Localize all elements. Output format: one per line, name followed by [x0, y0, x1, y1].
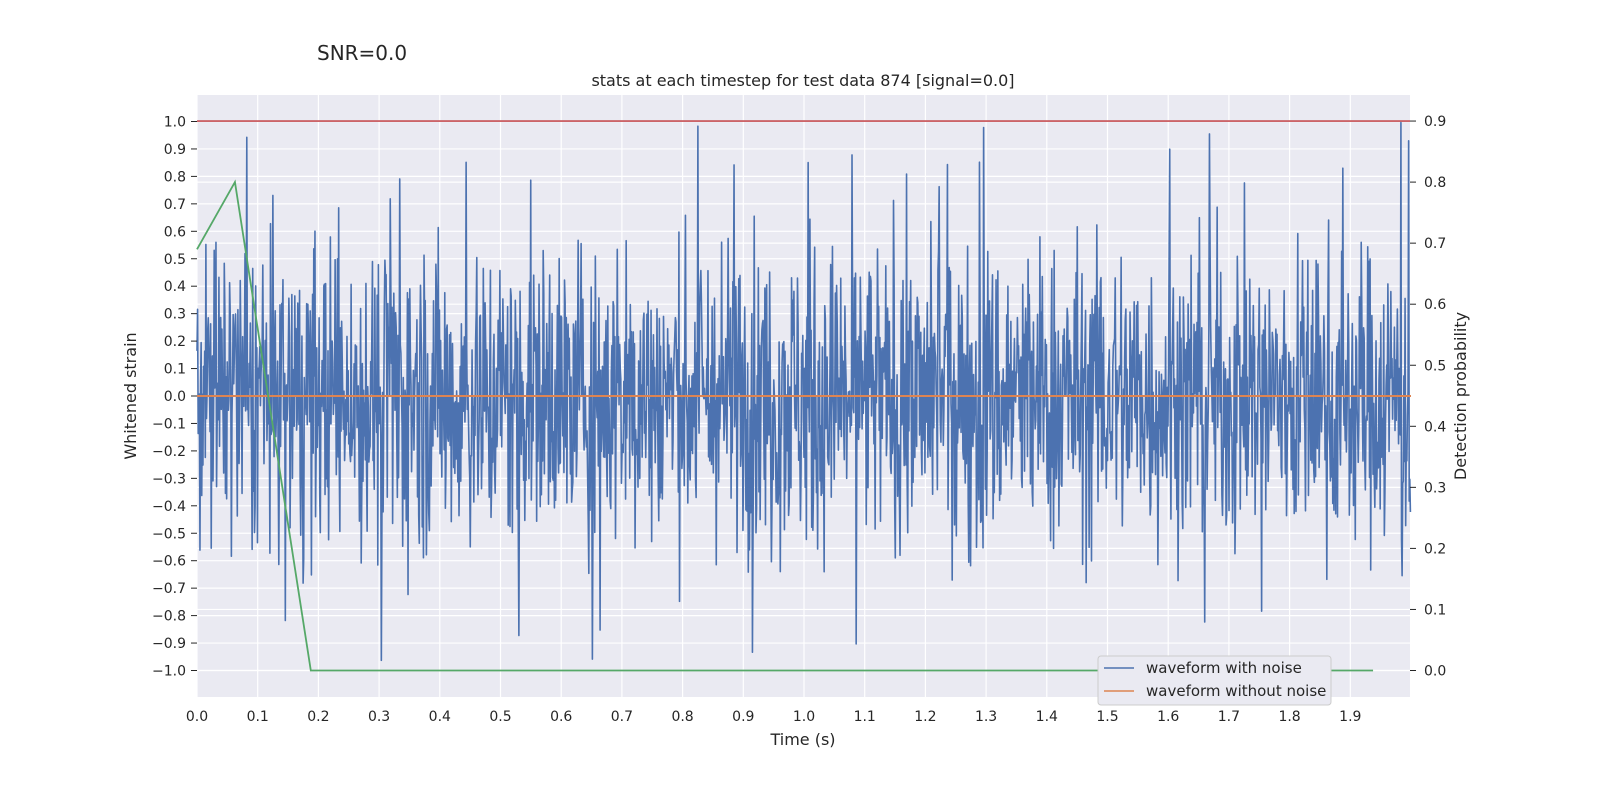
y-tick-label: −0.1 [152, 416, 186, 432]
suptitle: SNR=0.0 [317, 41, 407, 65]
legend-label-noise: waveform with noise [1146, 659, 1302, 677]
series-line-waveform-with-noise [196, 121, 1412, 662]
x-tick-label: 0.2 [307, 709, 329, 725]
y-tick-label: 0.9 [164, 142, 186, 158]
x-tick-label: 0.7 [611, 709, 633, 725]
y2-tick-label: 0.5 [1424, 358, 1446, 374]
x-tick-label: 1.5 [1096, 709, 1118, 725]
y2-tick-label: 0.6 [1424, 297, 1446, 313]
x-tick-label: 0.6 [550, 709, 572, 725]
y2-tick-label: 0.2 [1424, 541, 1446, 557]
x-tick-label: 1.3 [975, 709, 997, 725]
y-axis-label: Whitened strain [121, 332, 140, 459]
y-tick-label: −0.2 [152, 444, 186, 460]
x-tick-label: 1.7 [1218, 709, 1240, 725]
x-tick-label: 1.1 [854, 709, 876, 725]
y-tick-label: 0.2 [164, 334, 186, 350]
y-tick-label: 0.4 [164, 279, 186, 295]
y-tick-label: −0.7 [152, 581, 186, 597]
legend-label-clean: waveform without noise [1146, 682, 1326, 700]
x-tick-label: 0.8 [671, 709, 693, 725]
x-tick-label: 0.5 [489, 709, 511, 725]
x-tick-label: 1.2 [914, 709, 936, 725]
x-tick-label: 1.4 [1036, 709, 1058, 725]
x-tick-label: 0.3 [368, 709, 390, 725]
y-tick-label: 0.3 [164, 307, 186, 323]
y2-tick-label: 0.9 [1424, 114, 1446, 130]
y-tick-label: 0.6 [164, 224, 186, 240]
y2-tick-label: 0.4 [1424, 419, 1446, 435]
y-tick-label: −0.8 [152, 609, 186, 625]
y-tick-label: −0.3 [152, 471, 186, 487]
y-tick-label: 0.0 [164, 389, 186, 405]
y-tick-label: −1.0 [152, 664, 186, 680]
y-tick-label: 0.7 [164, 197, 186, 213]
y2-tick-label: 0.7 [1424, 236, 1446, 252]
x-tick-label: 0.0 [186, 709, 208, 725]
y2-tick-label: 0.8 [1424, 175, 1446, 191]
y-tick-label: 0.1 [164, 362, 186, 378]
x-axis-label: Time (s) [769, 730, 835, 749]
x-tick-label: 0.4 [429, 709, 451, 725]
x-tick-label: 0.9 [732, 709, 754, 725]
x-tick-label: 1.6 [1157, 709, 1179, 725]
y-tick-label: 0.5 [164, 252, 186, 268]
y2-tick-label: 0.0 [1424, 664, 1446, 680]
y2-axis-label: Detection probability [1451, 312, 1470, 480]
y2-tick-label: 0.3 [1424, 480, 1446, 496]
x-tick-label: 0.1 [247, 709, 269, 725]
x-tick-label: 1.0 [793, 709, 815, 725]
series-line-detection-probability [196, 179, 1374, 672]
x-tick-label: 1.9 [1339, 709, 1361, 725]
chart-title: stats at each timestep for test data 874… [591, 71, 1014, 90]
legend: waveform with noise waveform without noi… [1097, 655, 1332, 706]
y-tick-label: −0.4 [152, 499, 186, 515]
y-tick-label: −0.9 [152, 636, 186, 652]
y-tick-label: −0.6 [152, 554, 186, 570]
y-tick-label: 1.0 [164, 115, 186, 131]
x-tick-label: 1.8 [1278, 709, 1300, 725]
y2-tick-label: 0.1 [1424, 602, 1446, 618]
y-tick-label: −0.5 [152, 526, 186, 542]
legend-box [1097, 655, 1332, 706]
y-tick-label: 0.8 [164, 169, 186, 185]
